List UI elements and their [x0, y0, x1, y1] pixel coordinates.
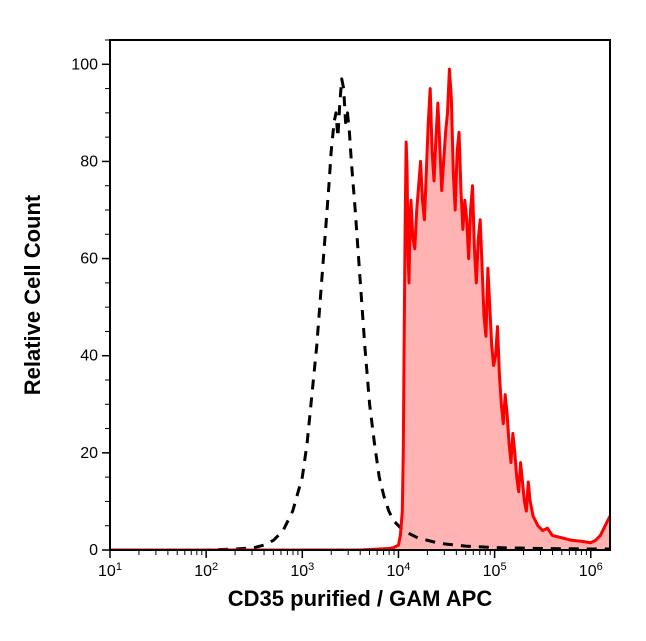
svg-text:100: 100 [71, 56, 98, 73]
chart-svg: 101102103104105106CD35 purified / GAM AP… [0, 0, 646, 641]
svg-text:80: 80 [80, 153, 98, 170]
flow-cytometry-chart: 101102103104105106CD35 purified / GAM AP… [0, 0, 646, 641]
svg-text:40: 40 [80, 348, 98, 365]
svg-text:0: 0 [89, 542, 98, 559]
x-axis-label: CD35 purified / GAM APC [228, 586, 493, 611]
svg-text:20: 20 [80, 445, 98, 462]
svg-text:60: 60 [80, 251, 98, 268]
y-axis-label: Relative Cell Count [20, 194, 45, 395]
